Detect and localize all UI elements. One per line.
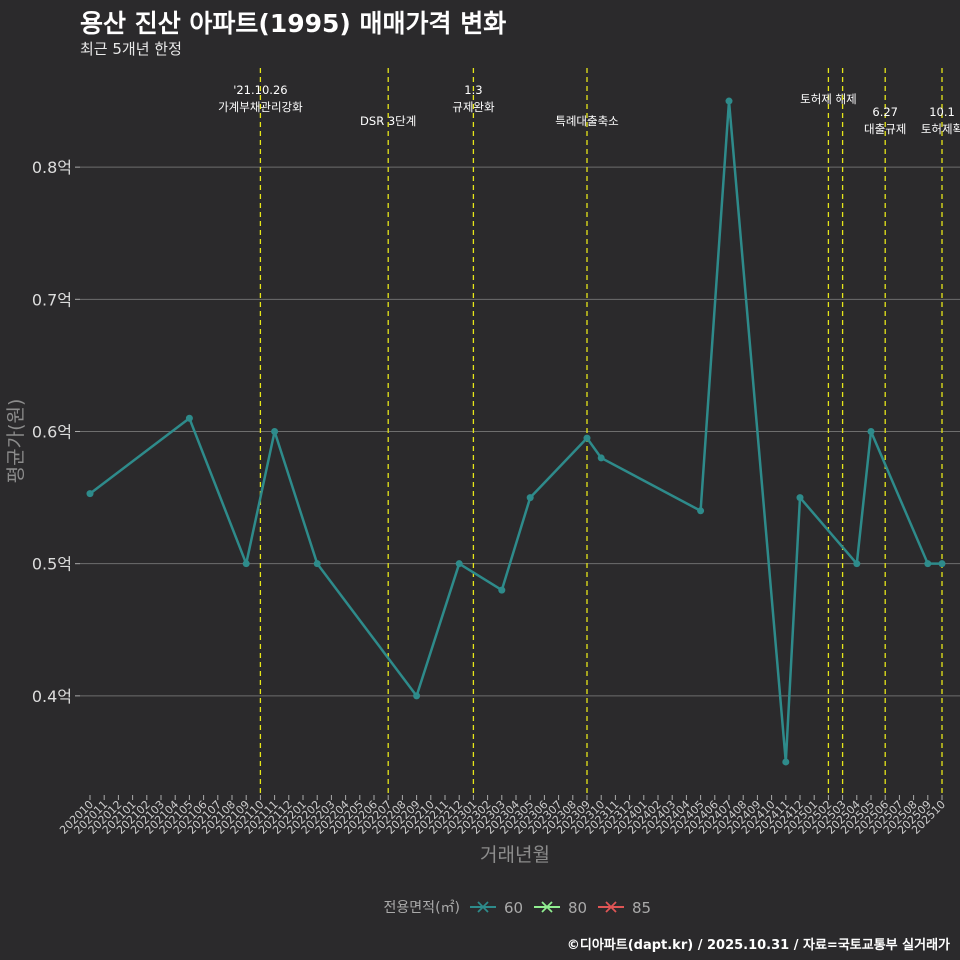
event-label: DSR 3단계: [360, 114, 416, 128]
event-label: '21.10.26: [233, 83, 287, 97]
data-point: [853, 560, 861, 568]
data-point: [242, 560, 250, 568]
event-label: 1.3: [464, 83, 482, 97]
data-point: [271, 428, 279, 435]
event-label: 토허제확: [921, 122, 960, 136]
data-point: [413, 692, 421, 700]
event-label: 가계부채관리강화: [218, 100, 303, 114]
legend-layer: 전용면적(㎡) 60 80 85: [384, 899, 652, 917]
data-point: [796, 494, 804, 502]
y-tick-label: 0.6억: [32, 423, 72, 442]
data-point: [867, 428, 875, 435]
data-point: [725, 97, 733, 105]
y-tick-label: 0.7억: [32, 290, 72, 309]
legend-marker: [605, 901, 617, 913]
legend-marker: [541, 901, 553, 913]
y-tick-label: 0.4억: [32, 687, 72, 706]
event-label: 규제완화: [452, 100, 495, 114]
legend-label: 60: [504, 899, 523, 917]
grid-layer: [80, 166, 960, 697]
event-label: 10.1: [929, 105, 955, 119]
chart-title: 용산 진산 아파트(1995) 매매가격 변화: [80, 9, 507, 38]
axis-layer: 0.4억0.5억0.6억0.7억0.8억20201020201120201220…: [32, 158, 948, 837]
legend-title: 전용면적(㎡): [384, 900, 460, 916]
event-label: 특례대출축소: [555, 114, 618, 128]
data-point: [697, 507, 705, 515]
legend-label: 85: [632, 899, 651, 917]
y-axis-title: 평균가(원): [5, 399, 27, 484]
x-axis-title: 거래년월: [480, 844, 550, 866]
event-label: 6.27: [872, 105, 898, 119]
legend-marker: [477, 901, 489, 913]
data-point: [455, 560, 463, 568]
event-label: 대출규제: [864, 122, 906, 136]
data-point: [924, 560, 932, 568]
data-point: [86, 490, 94, 498]
data-point: [782, 758, 790, 766]
data-point: [597, 454, 605, 462]
data-point: [526, 494, 534, 502]
legend-label: 80: [568, 899, 587, 917]
event-label: 토허제 해제: [800, 92, 857, 106]
data-point: [498, 586, 506, 594]
y-tick-label: 0.5억: [32, 555, 72, 574]
data-point: [583, 434, 591, 442]
chart-subtitle: 최근 5개년 한정: [80, 40, 182, 58]
series-layer: [86, 97, 946, 766]
data-point: [938, 560, 946, 568]
y-tick-label: 0.8억: [32, 158, 72, 177]
source-caption: ©디아파트(dapt.kr) / 2025.10.31 / 자료=국토교통부 실…: [566, 938, 950, 953]
data-point: [185, 414, 193, 422]
data-point: [313, 560, 321, 568]
